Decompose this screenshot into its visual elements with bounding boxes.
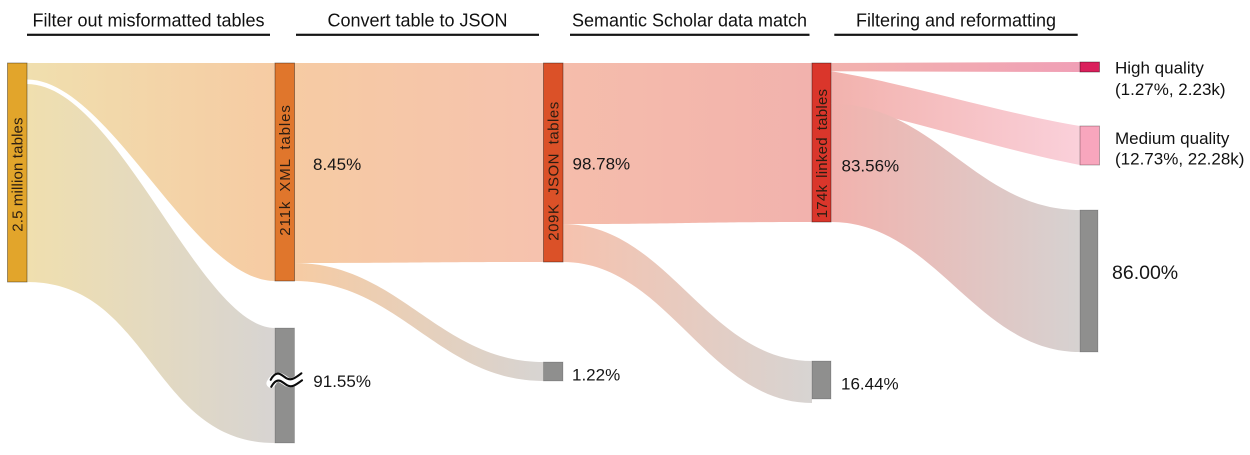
svg-text:211k XML tables: 211k XML tables xyxy=(277,104,294,236)
svg-text:Filtering and reformatting: Filtering and reformatting xyxy=(856,11,1056,31)
svg-text:Semantic Scholar data match: Semantic Scholar data match xyxy=(572,11,807,31)
svg-text:(12.73%, 22.28k): (12.73%, 22.28k) xyxy=(1115,150,1244,169)
svg-text:209K JSON tables: 209K JSON tables xyxy=(546,101,563,240)
svg-text:(1.27%, 2.23k): (1.27%, 2.23k) xyxy=(1115,80,1226,99)
svg-text:High quality: High quality xyxy=(1115,59,1204,78)
svg-text:98.78%: 98.78% xyxy=(573,155,631,174)
svg-text:83.56%: 83.56% xyxy=(842,157,900,176)
svg-text:16.44%: 16.44% xyxy=(841,375,899,394)
svg-text:Filter out misformatted tables: Filter out misformatted tables xyxy=(32,11,264,31)
svg-text:91.55%: 91.55% xyxy=(313,372,371,391)
svg-text:Convert table to JSON: Convert table to JSON xyxy=(327,11,507,31)
svg-text:174k linked tables: 174k linked tables xyxy=(814,89,831,219)
svg-text:Medium quality: Medium quality xyxy=(1115,129,1230,148)
svg-text:86.00%: 86.00% xyxy=(1112,262,1178,284)
svg-text:1.22%: 1.22% xyxy=(572,366,620,385)
svg-text:2.5 million tables: 2.5 million tables xyxy=(10,117,27,231)
svg-text:8.45%: 8.45% xyxy=(313,155,361,174)
